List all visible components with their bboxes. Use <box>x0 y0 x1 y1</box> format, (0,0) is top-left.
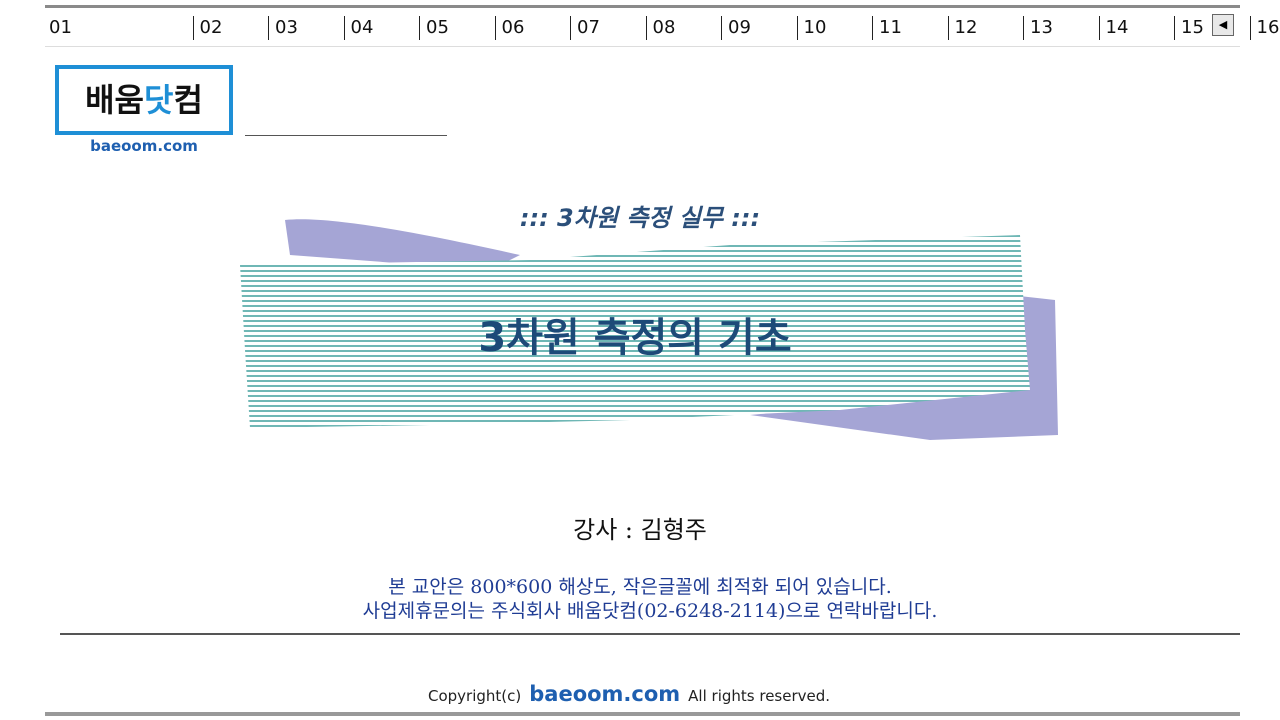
tab[interactable]: 11 <box>872 16 902 40</box>
notice: 본 교안은 800*600 해상도, 작은글꼴에 최적화 되어 있습니다. <box>388 576 892 598</box>
rights: All rights reserved. <box>688 687 831 705</box>
scroll-button[interactable]: ◀ <box>1212 14 1234 36</box>
tab[interactable]: 04 <box>343 16 373 40</box>
logo-text: 배움 <box>85 81 144 119</box>
tab[interactable]: 02 <box>192 16 222 40</box>
tab[interactable]: 03 <box>268 16 298 40</box>
divider <box>60 633 1240 635</box>
logo-text: 컴 <box>173 81 203 119</box>
divider <box>245 135 447 136</box>
footer: Copyright(c) baeoom.com All rights reserve… <box>428 682 830 706</box>
brand[interactable]: baeoom.com <box>529 682 681 706</box>
tab[interactable]: 06 <box>494 16 524 40</box>
bottom-border <box>45 712 1240 716</box>
notice: 사업제휴문의는 주식회사 배움닷컴(02-6248-2114)으로 연락바랍니다… <box>362 600 938 622</box>
tab[interactable]: 08 <box>645 16 675 40</box>
tab[interactable]: 14 <box>1098 16 1128 40</box>
copyright: Copyright(c) <box>428 687 522 705</box>
logo[interactable]: 배움닷컴 <box>55 65 233 135</box>
tab[interactable]: 10 <box>796 16 826 40</box>
tab[interactable]: 16 <box>1249 16 1279 40</box>
lesson-title: 3차원 측정의 기초 <box>478 315 792 361</box>
tab[interactable]: 07 <box>570 16 600 40</box>
tab[interactable]: 05 <box>419 16 449 40</box>
tab[interactable]: 13 <box>1023 16 1053 40</box>
tab[interactable]: 15 <box>1174 16 1204 40</box>
tab[interactable]: 12 <box>947 16 977 40</box>
tab[interactable]: 01 <box>49 17 72 38</box>
logo-text: 닷 <box>143 81 174 119</box>
tab[interactable]: 09 <box>721 16 751 40</box>
instructor: 강사 : 김형주 <box>573 516 707 544</box>
course-name: ::: 3차원 측정 실무 ::: <box>519 204 761 232</box>
logo-url: baeoom.com <box>90 137 198 155</box>
banner <box>240 219 1058 440</box>
tab-bar: 01 02 03 04 05 06 07 08 09 10 11 12 13 14 15 16 <box>45 5 1279 47</box>
